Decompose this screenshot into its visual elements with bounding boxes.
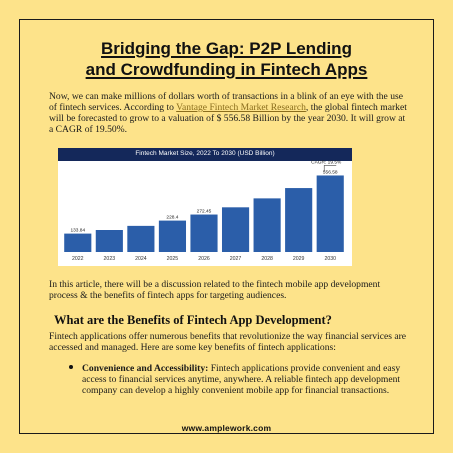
data-label-2022: 133.84: [70, 228, 85, 234]
bar-2024: [127, 225, 155, 252]
title-line-1: Bridging the Gap: P2P Lending: [101, 39, 352, 58]
data-label-2025: 228.4: [166, 215, 178, 221]
chart-plot: 133.84 2022 2023 2024 228.4 2025 272.45 2026 202…: [64, 159, 344, 262]
bar-2027: [221, 207, 250, 252]
section-heading: What are the Benefits of Fintech App Dev…: [54, 313, 332, 327]
x-tick-2026: 2026: [198, 256, 210, 262]
title-line-2: and Crowdfunding in Fintech Apps: [85, 60, 368, 79]
x-tick-2023: 2023: [104, 256, 116, 262]
x-tick-2024: 2024: [135, 256, 147, 262]
cagr-annotation-line: [323, 165, 337, 172]
footer-url[interactable]: www.amplework.com: [181, 423, 272, 433]
bar-2023: [95, 230, 123, 252]
data-label-2026: 272.45: [197, 209, 212, 215]
bar-2028: [253, 198, 281, 252]
x-tick-2022: 2022: [72, 256, 84, 262]
bullet-text: Fintech applications provide convenient …: [82, 363, 401, 396]
cagr-annotation: CAGR: 19.5%: [311, 159, 342, 165]
bar-2029: [285, 188, 313, 252]
bar-2030: [316, 175, 344, 252]
data-label-2030: 556.58: [323, 169, 338, 175]
intro-text-after-link: , the global fintech market will be fore…: [49, 102, 407, 135]
market-size-chart: Fintech Market Size, 2022 To 2030 (USD B…: [58, 148, 352, 266]
bullet-dot: [69, 365, 73, 369]
article-paragraph: In this article, there will be a discuss…: [49, 279, 381, 301]
chart-header-bar: Fintech Market Size, 2022 To 2030 (USD B…: [58, 148, 352, 161]
x-tick-2030: 2030: [324, 256, 336, 262]
bar-2026: [190, 214, 218, 252]
x-tick-2028: 2028: [261, 256, 273, 262]
bar-2025: [158, 220, 187, 252]
section-intro-paragraph: Fintech applications offer numerous bene…: [49, 331, 407, 353]
x-tick-2025: 2025: [167, 256, 179, 262]
intro-text-before-link: Now, we can make millions of dollars wor…: [49, 91, 403, 113]
vantage-research-link[interactable]: Vantage Fintech Market Research: [176, 102, 306, 113]
bullet-title: Convenience and Accessibility:: [82, 363, 209, 374]
intro-paragraph: Now, we can make millions of dollars wor…: [49, 91, 407, 135]
document-title: Bridging the Gap: P2P Lending and Crowdf…: [0, 38, 453, 80]
chart-title: Fintech Market Size, 2022 To 2030 (USD B…: [135, 150, 275, 157]
page-border: [19, 19, 434, 434]
bullet-item: Convenience and Accessibility: Fintech a…: [82, 363, 407, 396]
x-tick-2027: 2027: [230, 256, 242, 262]
bar-2022: [64, 233, 92, 252]
x-tick-2029: 2029: [293, 256, 305, 262]
